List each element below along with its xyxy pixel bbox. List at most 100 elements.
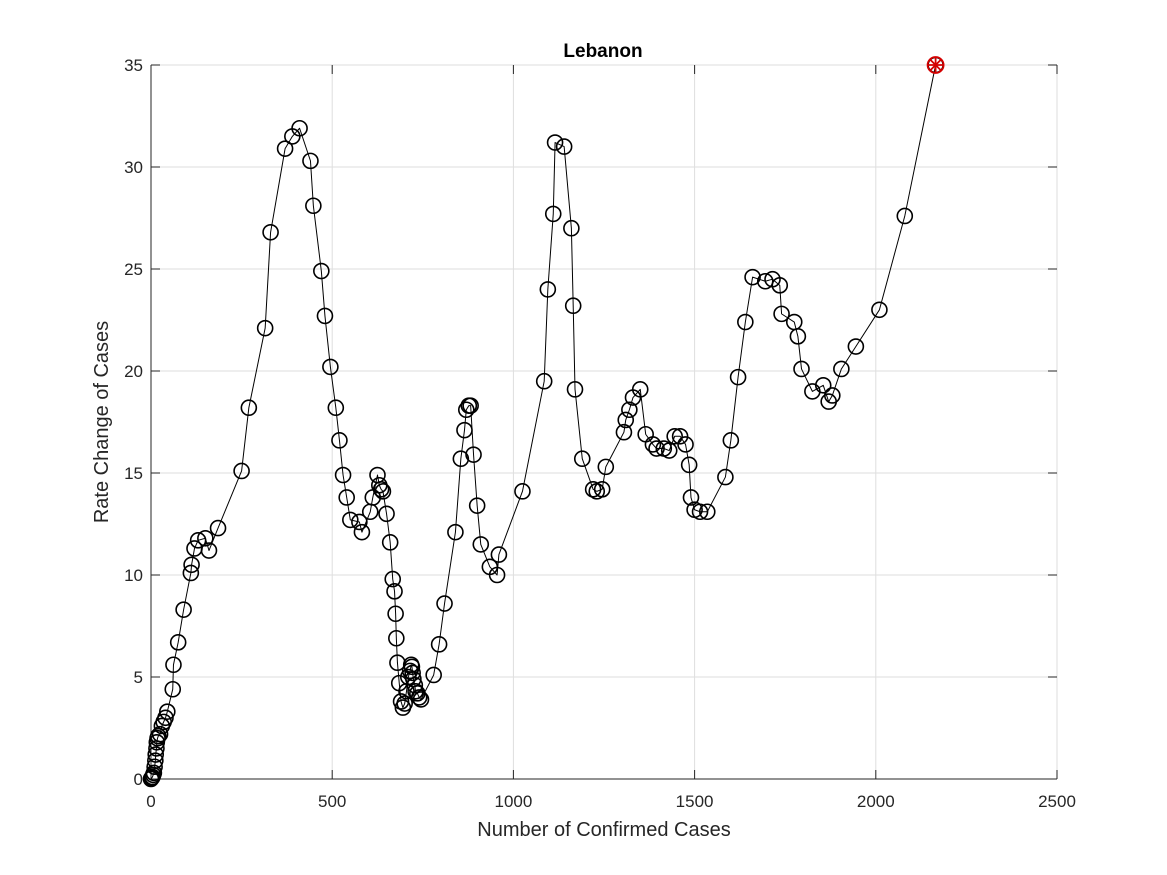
y-tick-label: 5 [134, 668, 143, 687]
data-point [240, 399, 258, 417]
data-point [563, 219, 580, 237]
data-point [322, 358, 339, 376]
data-point [773, 305, 790, 323]
data-point [331, 432, 348, 449]
data-point [555, 138, 573, 155]
y-tick-label: 35 [124, 56, 143, 75]
data-point [316, 307, 334, 325]
data-point [313, 262, 330, 280]
data-point [447, 523, 464, 541]
data-point [183, 556, 200, 574]
data-point [468, 497, 486, 514]
data-point [146, 758, 163, 776]
data-point [200, 542, 218, 559]
data-point [381, 534, 399, 551]
data-point [691, 503, 709, 521]
data-point [722, 432, 740, 449]
data-point [403, 658, 421, 676]
x-tick-label: 500 [318, 792, 346, 811]
grid [150, 64, 1058, 780]
data-point [452, 450, 470, 468]
data-point [644, 436, 662, 453]
x-tick-label: 2500 [1038, 792, 1076, 811]
data-point [384, 570, 402, 588]
data-point [157, 709, 174, 727]
data-point [410, 689, 428, 706]
data-point [671, 427, 689, 445]
data-point [490, 546, 508, 563]
data-point [488, 566, 506, 584]
data-point [182, 564, 200, 582]
data-point [771, 277, 789, 294]
data-point [677, 436, 694, 453]
data-point [149, 727, 167, 745]
data-point [334, 466, 352, 484]
data-point [342, 511, 359, 529]
data-point [147, 752, 164, 769]
data-point [386, 583, 403, 600]
data-point [430, 636, 448, 653]
data-point [406, 676, 424, 694]
highlight-point-star [929, 58, 942, 72]
data-point [682, 489, 700, 506]
data-point [305, 197, 322, 215]
x-tick-label: 1000 [494, 792, 532, 811]
data-point [698, 503, 716, 521]
data-point [233, 462, 250, 480]
data-point [327, 399, 345, 417]
y-tick-label: 10 [124, 566, 143, 585]
data-point [737, 313, 754, 331]
data-point [566, 381, 584, 398]
data-point [145, 764, 163, 782]
data-point [896, 207, 914, 225]
data-point [584, 481, 602, 498]
data-point [814, 376, 832, 394]
x-axis-label: Number of Confirmed Cases [477, 819, 730, 841]
data-point [717, 468, 734, 486]
data-point [169, 634, 187, 651]
data-point [165, 656, 182, 674]
x-tick-label: 2000 [857, 792, 895, 811]
data-point [396, 695, 413, 712]
data-point [833, 360, 850, 378]
data-point [744, 268, 761, 286]
data-point [621, 401, 638, 419]
data-point [209, 519, 227, 537]
data-point [457, 401, 475, 419]
data-point [648, 440, 665, 457]
data-point [824, 387, 841, 404]
data-point [392, 693, 410, 710]
data-point [871, 301, 888, 319]
data-point [262, 223, 279, 241]
data-point [436, 595, 453, 612]
y-tick-label: 15 [124, 464, 143, 483]
y-tick-label: 0 [134, 770, 143, 789]
x-tick-label: 1500 [676, 792, 714, 811]
data-point [353, 523, 371, 541]
y-tick-label: 30 [124, 158, 143, 177]
data-markers [142, 56, 944, 788]
data-point [189, 532, 207, 549]
data-point [256, 319, 274, 337]
data-point [660, 442, 678, 459]
data-point [472, 536, 490, 553]
data-point [404, 664, 421, 682]
data-point [147, 746, 165, 763]
data-point [276, 140, 294, 157]
data-point [151, 725, 169, 743]
data-point [539, 281, 557, 298]
chart-title: Lebanon [563, 41, 642, 62]
data-point [387, 605, 404, 623]
highlight-marker [926, 56, 945, 74]
data-point [412, 691, 430, 708]
data-point [338, 489, 356, 506]
data-point [666, 427, 683, 445]
data-point [535, 372, 553, 390]
data-point [378, 505, 395, 523]
data-point [462, 397, 479, 414]
data-point [456, 421, 473, 439]
data-point [793, 360, 810, 378]
x-tick-label: 0 [146, 792, 155, 811]
